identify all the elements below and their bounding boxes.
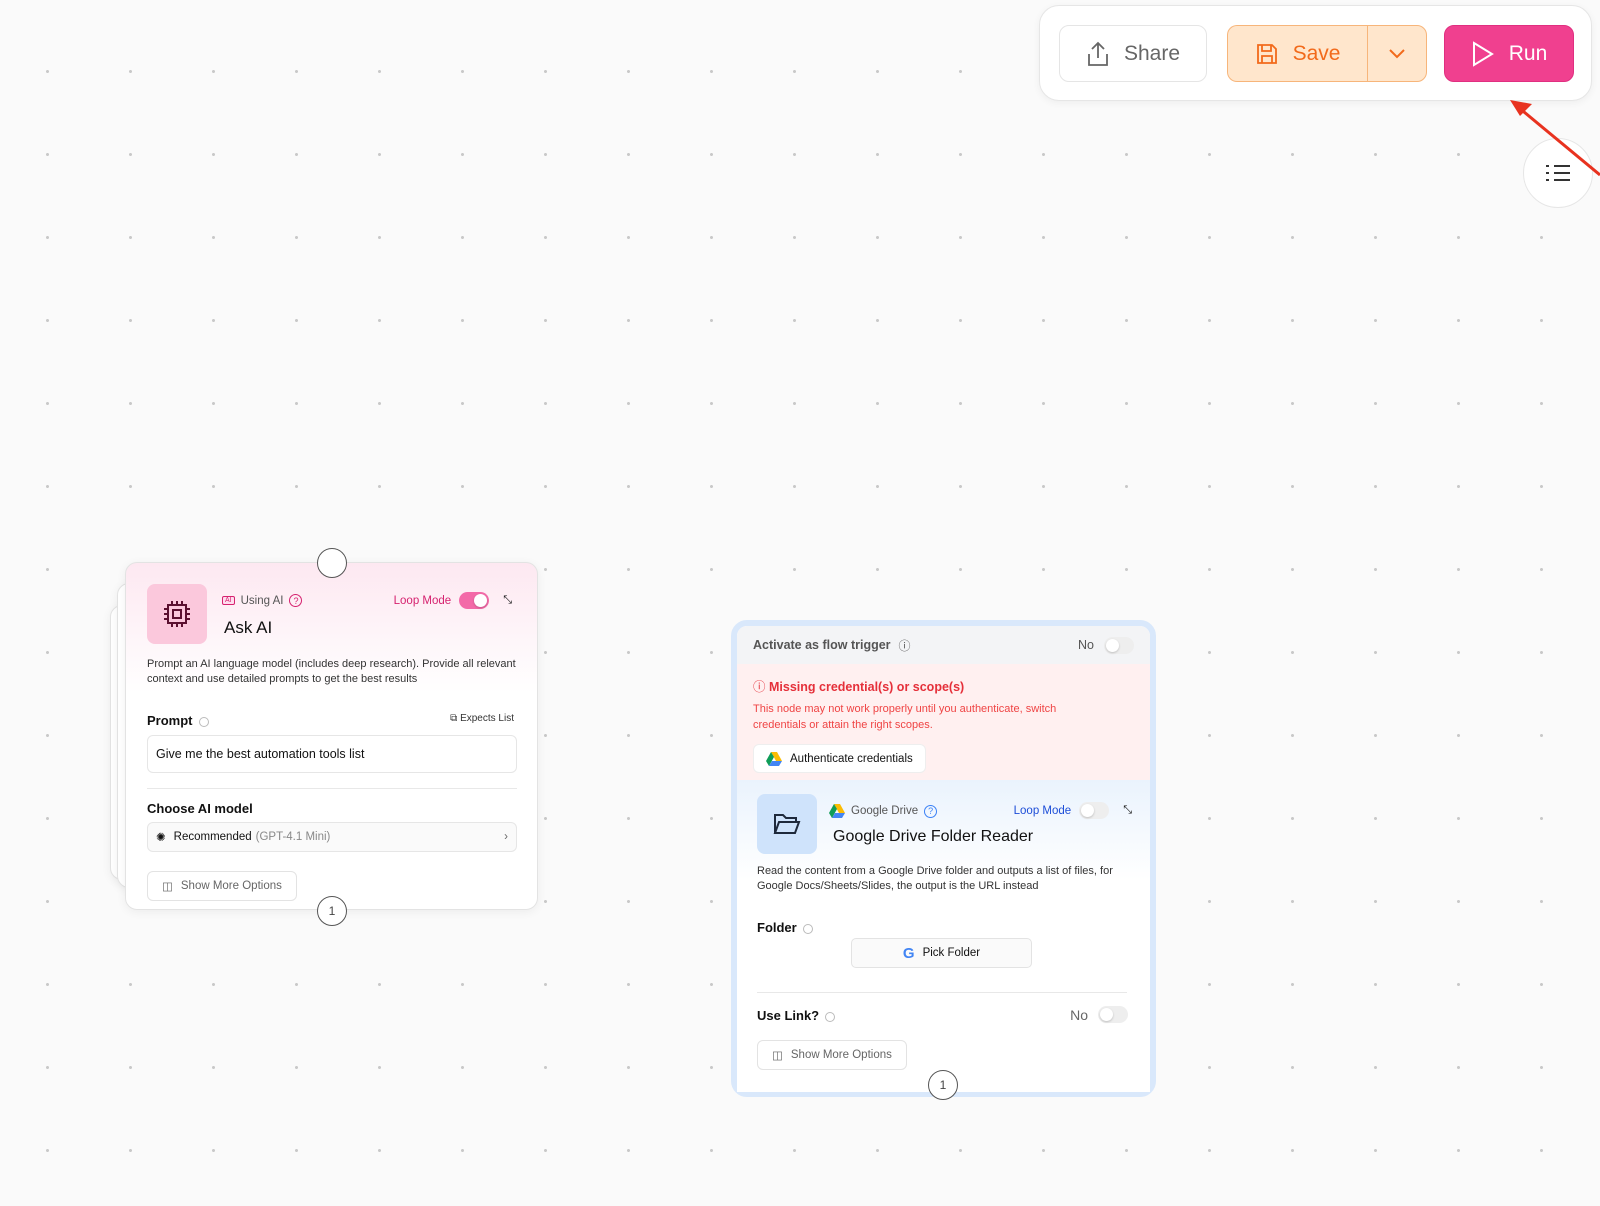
trigger-label: Activate as flow trigger [753, 638, 891, 652]
show-more-label: Show More Options [790, 1049, 892, 1061]
ai-badge-icon: AI [222, 596, 235, 605]
trigger-value: No [1078, 638, 1094, 652]
run-label: Run [1508, 41, 1548, 65]
flow-trigger-row: Activate as flow trigger ⓘ No [737, 626, 1150, 664]
help-icon[interactable] [802, 923, 813, 934]
error-title: Missing credential(s) or scope(s) [769, 680, 965, 694]
node-description: Read the content from a Google Drive fol… [757, 865, 1113, 892]
prompt-input[interactable]: Give me the best automation tools list [147, 735, 517, 773]
chevron-down-icon [1389, 48, 1405, 58]
google-drive-icon [829, 804, 845, 818]
openai-icon: ✺ [156, 832, 166, 844]
error-banner: ⓘ Missing credential(s) or scope(s) This… [737, 664, 1150, 780]
show-more-options-button[interactable]: ◫ Show More Options [757, 1040, 907, 1070]
node-title: Ask AI [224, 618, 273, 637]
help-icon[interactable] [198, 716, 209, 727]
loop-mode-toggle[interactable] [1079, 802, 1110, 819]
node-title: Google Drive Folder Reader [833, 828, 1034, 845]
play-icon [1472, 40, 1494, 67]
provider-label: Using AI [240, 594, 284, 607]
folder-node-icon [757, 794, 817, 854]
divider [147, 788, 517, 789]
expects-list-label: Expects List [460, 713, 514, 724]
save-icon [1256, 43, 1277, 64]
folder-label-row: Folder [757, 920, 813, 935]
folder-open-icon [773, 814, 801, 834]
chip-icon [164, 601, 190, 627]
expects-list-badge: ⧉ Expects List [450, 713, 514, 724]
model-label: Choose AI model [147, 801, 253, 816]
loop-mode-label: Loop Mode [393, 594, 452, 607]
use-link-label-row: Use Link? [757, 1008, 836, 1023]
use-link-label: Use Link? [757, 1008, 820, 1023]
node-description: Prompt an AI language model (includes de… [147, 658, 516, 685]
use-link-value: No [1070, 1006, 1088, 1023]
run-button[interactable]: Run [1444, 25, 1574, 82]
ai-node-icon [147, 584, 207, 644]
authenticate-button[interactable]: Authenticate credentials [753, 744, 926, 773]
info-icon[interactable]: ⓘ [898, 638, 911, 653]
prompt-label-row: Prompt [147, 713, 209, 728]
outline-button[interactable] [1523, 138, 1593, 208]
trigger-toggle[interactable] [1104, 636, 1134, 654]
pick-folder-button[interactable]: G Pick Folder [851, 938, 1032, 968]
model-value: Recommended [173, 831, 252, 843]
model-select[interactable]: ✺ Recommended (GPT-4.1 Mini) › [147, 822, 517, 852]
google-drive-node[interactable]: Activate as flow trigger ⓘ No ⓘ Missing c… [731, 620, 1156, 1100]
save-dropdown-button[interactable] [1367, 25, 1427, 82]
show-more-label: Show More Options [180, 880, 282, 892]
loop-mode-label: Loop Mode [1013, 804, 1072, 817]
pick-folder-label: Pick Folder [922, 947, 981, 959]
share-icon [1088, 41, 1108, 66]
panel-icon: ◫ [162, 881, 173, 893]
share-label: Share [1123, 41, 1181, 65]
save-button[interactable]: Save [1227, 25, 1367, 82]
loop-mode-toggle[interactable] [459, 592, 490, 609]
google-drive-icon [766, 751, 782, 766]
help-icon[interactable] [825, 1011, 836, 1022]
share-button[interactable]: Share [1059, 25, 1207, 82]
save-label: Save [1292, 41, 1341, 65]
alert-icon: ⓘ [753, 680, 766, 694]
show-more-options-button[interactable]: ◫ Show More Options [147, 871, 297, 901]
output-handle[interactable]: 1 [928, 1070, 958, 1100]
model-detail: (GPT-4.1 Mini) [255, 831, 331, 843]
google-icon: G [902, 944, 915, 962]
help-icon[interactable]: ? [924, 804, 938, 818]
provider-label: Google Drive [851, 805, 919, 817]
collapse-icon[interactable]: ⤡ [1123, 804, 1132, 816]
divider [757, 992, 1127, 993]
input-handle[interactable] [317, 548, 347, 578]
panel-icon: ◫ [772, 1050, 783, 1062]
prompt-label: Prompt [147, 713, 193, 728]
folder-label: Folder [757, 920, 797, 935]
top-toolbar: Share Save Run [1039, 5, 1592, 101]
output-handle[interactable]: 1 [317, 896, 347, 926]
ask-ai-node[interactable]: AI Using AI ? Ask AI Loop Mode ⤡ Prompt … [125, 548, 538, 926]
use-link-toggle[interactable] [1098, 1006, 1128, 1023]
chevron-right-icon: › [504, 831, 508, 843]
help-icon[interactable]: ? [289, 594, 303, 607]
collapse-icon[interactable]: ⤡ [503, 594, 512, 606]
authenticate-label: Authenticate credentials [790, 752, 913, 765]
error-text: This node may not work properly until yo… [753, 703, 1057, 731]
list-icon [1546, 165, 1570, 181]
annotation-arrow [1510, 100, 1600, 177]
